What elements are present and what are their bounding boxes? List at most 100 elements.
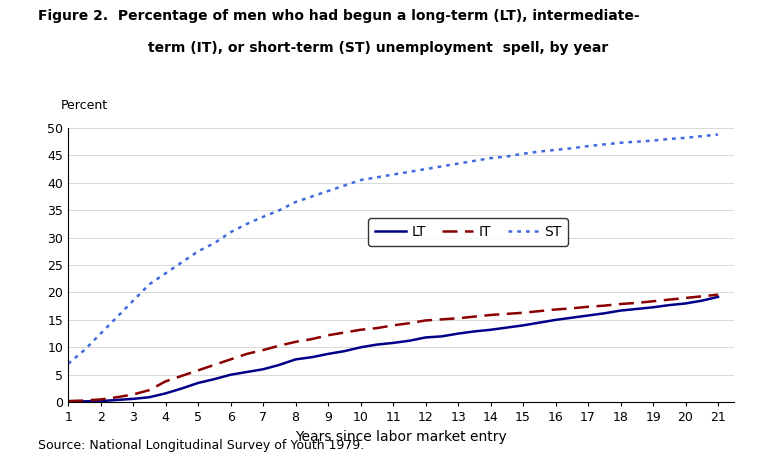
LT [356, 345, 365, 350]
Line: ST: ST [68, 134, 718, 364]
ST [340, 183, 349, 188]
IT [259, 347, 268, 353]
ST [129, 298, 138, 303]
IT [632, 300, 641, 306]
ST [79, 347, 89, 353]
IT [534, 308, 544, 314]
IT [453, 315, 463, 321]
LT [291, 356, 300, 362]
LT [681, 301, 690, 306]
ST [145, 282, 154, 287]
IT [210, 362, 219, 367]
IT [486, 312, 495, 318]
IT [79, 398, 89, 403]
LT [340, 348, 349, 354]
ST [503, 154, 512, 159]
LT [649, 304, 658, 310]
LT [129, 396, 138, 402]
ST [470, 158, 479, 164]
LT [632, 306, 641, 312]
IT [421, 318, 430, 323]
IT [372, 325, 382, 331]
IT [64, 399, 73, 404]
Text: Source: National Longitudinal Survey of Youth 1979.: Source: National Longitudinal Survey of … [38, 440, 364, 452]
IT [96, 397, 105, 402]
IT [697, 293, 706, 299]
ST [453, 161, 463, 166]
LT [79, 399, 89, 404]
ST [600, 142, 609, 147]
ST [64, 361, 73, 367]
LT [534, 320, 544, 325]
LT [177, 386, 186, 391]
LT [567, 315, 576, 320]
LT [145, 394, 154, 400]
ST [438, 164, 447, 169]
IT [226, 356, 235, 362]
X-axis label: Years since labor market entry: Years since labor market entry [295, 430, 507, 444]
LT [600, 311, 609, 316]
IT [356, 327, 365, 333]
ST [632, 139, 641, 144]
IT [112, 394, 121, 400]
Text: term (IT), or short-term (ST) unemployment  spell, by year: term (IT), or short-term (ST) unemployme… [148, 41, 609, 55]
IT [145, 388, 154, 393]
ST [567, 145, 576, 151]
IT [177, 373, 186, 378]
LT [307, 355, 316, 360]
LT [226, 372, 235, 377]
IT [649, 298, 658, 304]
ST [242, 221, 251, 227]
ST [161, 271, 170, 276]
IT [551, 307, 560, 312]
ST [259, 214, 268, 219]
IT [242, 351, 251, 356]
IT [438, 317, 447, 322]
IT [161, 378, 170, 384]
LT [275, 362, 284, 367]
IT [567, 306, 576, 311]
IT [340, 330, 349, 335]
LT [405, 338, 414, 344]
ST [551, 147, 560, 153]
ST [96, 331, 105, 336]
IT [129, 392, 138, 397]
ST [112, 314, 121, 320]
LT [616, 308, 625, 314]
ST [697, 133, 706, 139]
ST [421, 166, 430, 172]
LT [438, 334, 447, 339]
ST [681, 135, 690, 141]
IT [470, 314, 479, 319]
ST [486, 155, 495, 161]
LT [64, 399, 73, 404]
ST [194, 249, 203, 254]
ST [356, 177, 365, 183]
LT [323, 351, 332, 356]
ST [534, 149, 544, 154]
ST [649, 138, 658, 143]
ST [405, 169, 414, 175]
LT [242, 369, 251, 375]
ST [388, 172, 397, 177]
IT [275, 343, 284, 348]
Legend: LT, IT, ST: LT, IT, ST [368, 218, 568, 246]
IT [584, 304, 593, 309]
Text: Figure 2.  Percentage of men who had begun a long-term (LT), intermediate-: Figure 2. Percentage of men who had begu… [38, 9, 640, 23]
ST [616, 140, 625, 145]
ST [323, 188, 332, 194]
IT [503, 311, 512, 317]
LT [697, 298, 706, 303]
LT [96, 399, 105, 404]
ST [372, 175, 382, 180]
IT [714, 292, 723, 298]
ST [584, 143, 593, 149]
IT [616, 301, 625, 307]
ST [226, 229, 235, 235]
LT [470, 329, 479, 334]
LT [486, 327, 495, 333]
IT [194, 367, 203, 373]
LT [161, 391, 170, 396]
IT [307, 336, 316, 342]
LT [421, 335, 430, 340]
